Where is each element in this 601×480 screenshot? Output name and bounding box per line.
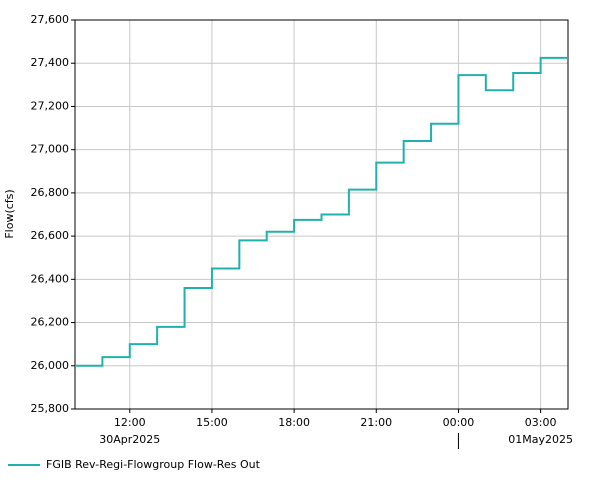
y-tick-label: 27,200 (31, 99, 70, 112)
step-line (75, 56, 568, 367)
y-axis-label: Flow(cfs) (3, 189, 16, 238)
plot-frame (74, 19, 569, 410)
y-tick-label: 26,600 (31, 229, 70, 242)
legend-label: FGIB Rev-Regi-Flowgroup Flow-Res Out (46, 458, 261, 471)
y-tick-label: 25,800 (31, 402, 70, 415)
x-tick-label: 15:00 (196, 416, 228, 429)
date-label: 01May2025 (508, 433, 573, 446)
y-tick-label: 27,600 (31, 13, 70, 26)
y-tick-label: 27,400 (31, 56, 70, 69)
y-tick-label: 27,000 (31, 143, 70, 156)
x-tick-label: 00:00 (443, 416, 475, 429)
x-tick-label: 21:00 (360, 416, 392, 429)
y-tick-label: 26,800 (31, 186, 70, 199)
x-tick-label: 12:00 (114, 416, 146, 429)
date-label: 30Apr2025 (99, 433, 160, 446)
x-tick-label: 18:00 (278, 416, 310, 429)
x-tick-label: 03:00 (525, 416, 557, 429)
y-tick-label: 26,000 (31, 359, 70, 372)
y-tick-label: 26,400 (31, 272, 70, 285)
y-tick-label: 26,200 (31, 316, 70, 329)
